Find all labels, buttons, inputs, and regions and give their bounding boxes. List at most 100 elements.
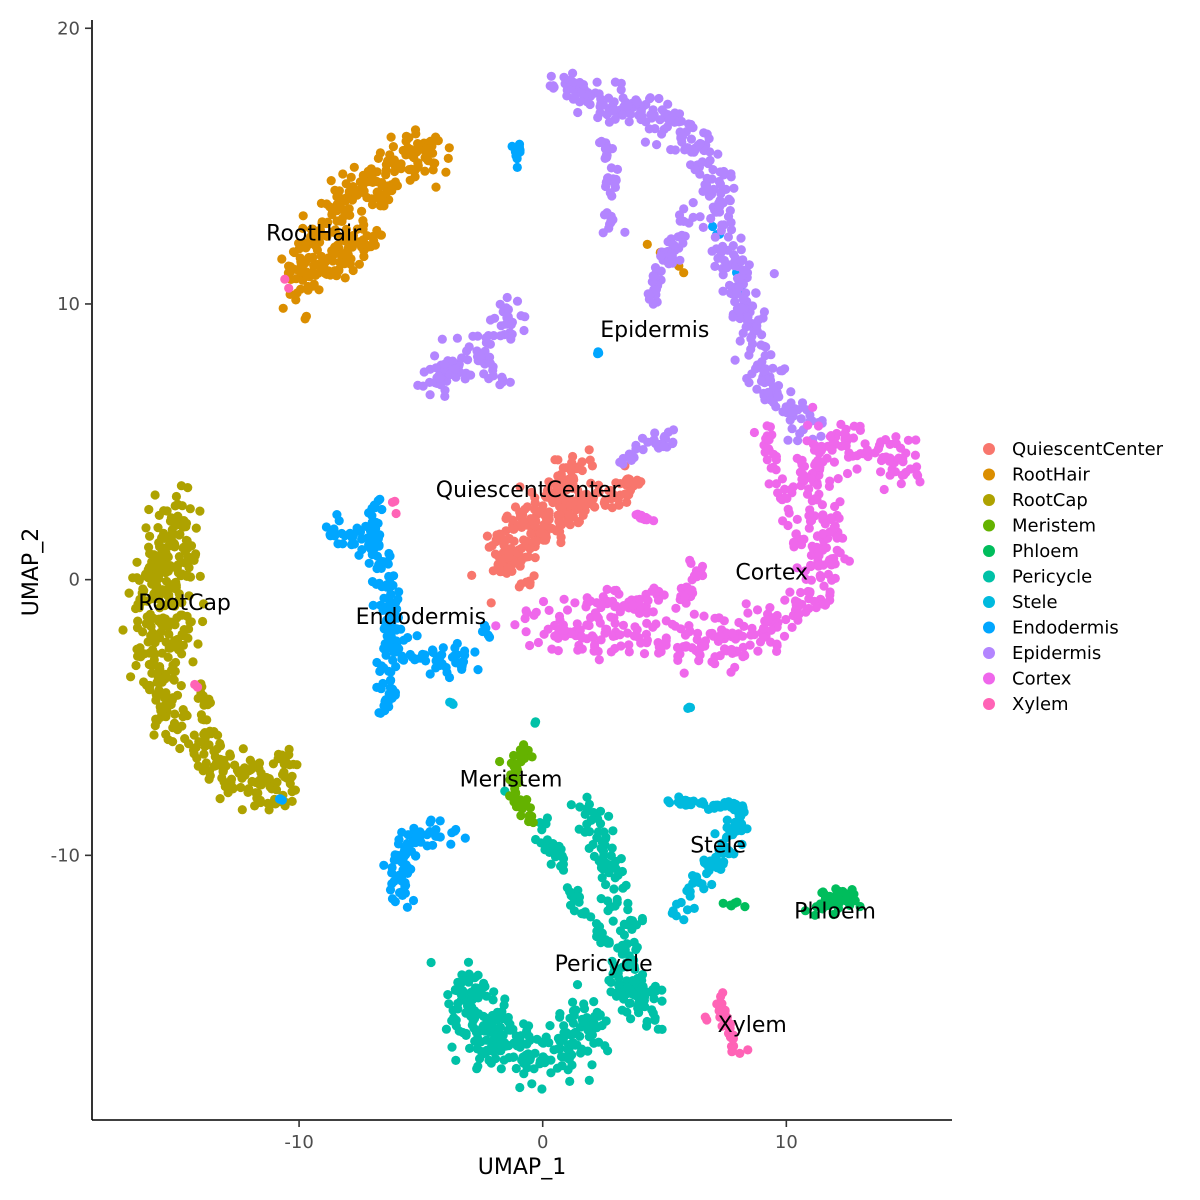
data-point <box>719 857 729 867</box>
data-point <box>614 981 624 991</box>
legend-item-endodermis: Endodermis <box>983 618 1119 639</box>
data-point <box>446 839 456 849</box>
data-point <box>431 363 441 373</box>
data-point <box>277 254 287 264</box>
data-point <box>308 252 318 262</box>
data-point <box>726 667 736 677</box>
data-point <box>757 330 767 340</box>
data-point <box>816 573 826 583</box>
data-point <box>713 149 723 159</box>
data-point <box>670 145 681 155</box>
data-point <box>592 77 602 87</box>
data-point <box>369 500 379 510</box>
data-point <box>671 603 681 613</box>
data-point <box>582 792 592 802</box>
data-point <box>171 657 181 668</box>
data-point <box>783 520 793 531</box>
data-point <box>622 628 633 638</box>
data-point <box>718 286 728 296</box>
data-point <box>738 265 748 275</box>
data-point <box>190 679 200 690</box>
data-point <box>325 531 335 541</box>
data-point <box>738 642 748 652</box>
data-point <box>338 169 348 179</box>
data-point <box>144 542 154 552</box>
y-tick-label: 20 <box>57 18 80 39</box>
data-point <box>411 851 421 861</box>
data-point <box>643 514 653 524</box>
y-axis-title: UMAP_2 <box>19 528 44 616</box>
data-point <box>148 645 158 655</box>
data-point <box>509 524 519 534</box>
points-layer <box>118 68 925 1094</box>
data-point <box>782 493 792 503</box>
data-point <box>759 366 769 376</box>
data-point <box>752 605 763 615</box>
legend-item-meristem: Meristem <box>983 516 1096 537</box>
data-point <box>595 1010 605 1020</box>
data-point <box>832 545 842 555</box>
data-point <box>604 117 615 127</box>
data-point <box>652 140 662 150</box>
legend-label: Meristem <box>1012 516 1096 537</box>
data-point <box>736 245 746 255</box>
data-point <box>311 241 321 251</box>
data-point <box>698 186 708 196</box>
data-point <box>511 1063 521 1074</box>
data-point <box>792 563 802 573</box>
data-point <box>672 642 683 653</box>
data-point <box>635 594 645 604</box>
data-point <box>735 1048 745 1058</box>
data-point <box>594 348 604 358</box>
data-point <box>296 267 306 277</box>
data-point <box>568 1018 579 1028</box>
data-point <box>586 478 596 488</box>
data-point <box>341 179 351 189</box>
data-point <box>667 908 677 918</box>
data-point <box>538 596 549 607</box>
data-point <box>617 1005 627 1015</box>
data-point <box>495 756 505 767</box>
data-point <box>616 854 626 864</box>
data-point <box>522 1063 532 1073</box>
data-point <box>583 1025 593 1035</box>
data-point <box>348 530 359 540</box>
data-point <box>402 902 412 912</box>
data-point <box>453 1004 463 1014</box>
data-point <box>787 407 797 417</box>
data-point <box>898 457 908 467</box>
data-point <box>821 598 831 608</box>
data-point <box>177 501 187 511</box>
data-point <box>632 97 642 107</box>
data-point <box>638 445 648 455</box>
data-point <box>358 216 368 226</box>
data-point <box>718 898 728 908</box>
legend-key <box>983 596 995 608</box>
data-point <box>333 539 343 549</box>
data-point <box>516 747 526 757</box>
data-point <box>438 643 448 653</box>
data-point <box>420 166 430 176</box>
data-point <box>659 441 669 452</box>
data-point <box>644 124 654 134</box>
data-point <box>473 665 483 675</box>
data-point <box>556 861 566 871</box>
data-point <box>357 545 367 555</box>
legend-label: Phloem <box>1012 541 1079 562</box>
data-point <box>726 225 737 235</box>
data-point <box>166 665 177 675</box>
data-point <box>475 1054 485 1064</box>
data-point <box>525 814 535 824</box>
data-point <box>236 782 246 793</box>
data-point <box>407 652 417 662</box>
data-point <box>748 301 758 311</box>
data-point <box>401 842 411 852</box>
data-point <box>725 900 736 910</box>
data-point <box>905 464 915 474</box>
data-point <box>792 514 802 525</box>
data-point <box>828 894 839 904</box>
data-point <box>274 794 285 804</box>
data-point <box>768 363 778 373</box>
data-point <box>604 93 614 103</box>
data-point <box>746 334 756 344</box>
